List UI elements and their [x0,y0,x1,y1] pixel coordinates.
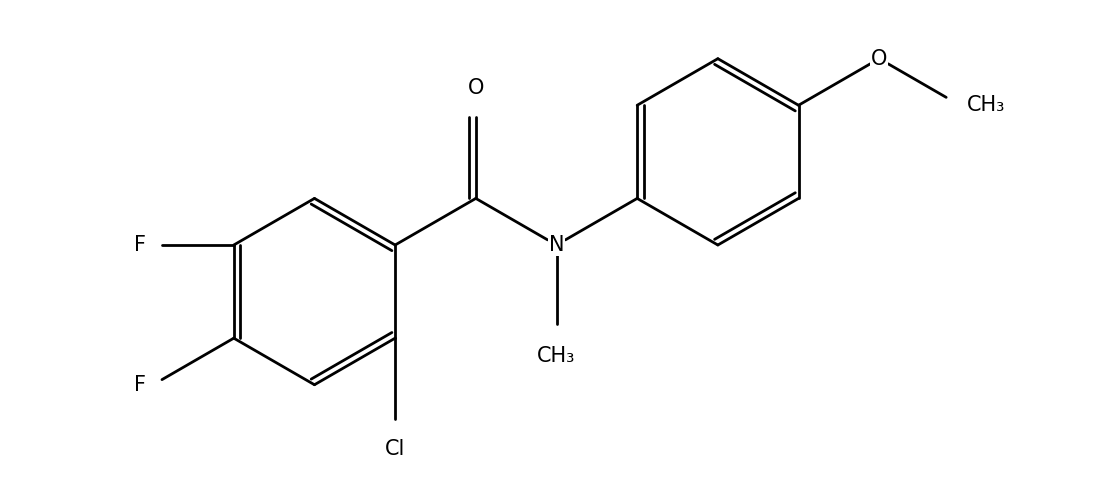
Text: F: F [134,375,146,395]
Text: Cl: Cl [385,439,405,459]
Text: CH₃: CH₃ [967,95,1006,115]
Text: N: N [549,235,564,255]
Text: F: F [134,235,146,255]
Text: O: O [467,78,484,98]
Text: O: O [871,49,887,69]
Text: CH₃: CH₃ [538,345,575,366]
